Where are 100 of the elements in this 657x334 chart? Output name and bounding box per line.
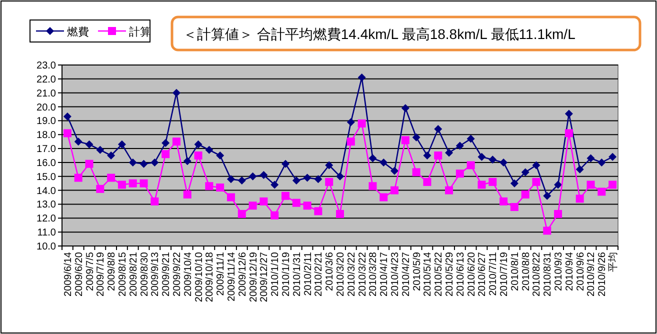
point	[270, 180, 279, 189]
point	[314, 207, 322, 216]
x-tick-label: 平均	[607, 252, 620, 272]
chart-title: ＜計算値＞ 合計平均燃費14.4km/L 最高18.8km/L 最低11.1km/L	[183, 26, 576, 42]
x-tick-label: 2009/8/8	[106, 252, 118, 291]
point	[205, 146, 214, 154]
x-tick-label: 2009/9/13	[150, 252, 162, 296]
point	[576, 165, 584, 174]
point	[140, 160, 148, 168]
y-tick-label: 16.0	[36, 158, 56, 169]
point	[576, 194, 584, 203]
point	[608, 180, 617, 189]
point	[226, 175, 235, 184]
point	[96, 184, 104, 193]
point	[401, 136, 410, 144]
point	[412, 133, 420, 142]
point	[554, 180, 562, 189]
point	[172, 88, 180, 97]
point	[554, 210, 562, 218]
legend-label: 燃費	[67, 26, 89, 38]
point	[456, 170, 464, 178]
x-tick-label: 2010/3/22	[357, 252, 368, 296]
x-tick-label: 2010/1/31	[292, 252, 303, 296]
legend-label: 計算	[129, 26, 151, 38]
point	[118, 180, 126, 189]
x-tick-label: 2009/6/20	[74, 252, 85, 296]
point	[358, 119, 366, 128]
x-tick-label: 2009/10/18	[204, 252, 216, 302]
x-tick-label: 2010/3/28	[368, 252, 380, 296]
x-tick-label: 2010/2/11	[302, 252, 314, 296]
point	[270, 211, 279, 220]
x-tick-label: 2009/12/19	[248, 252, 260, 302]
point	[346, 138, 355, 146]
point	[85, 140, 94, 148]
point	[510, 203, 518, 212]
x-tick-label: 2010/9/12	[586, 252, 598, 296]
x-tick-label: 2009/9/22	[172, 252, 183, 296]
x-tick-label: 2009/6/14	[62, 252, 74, 296]
x-tick-label: 2010/7/11	[488, 252, 500, 296]
x-tick-label: 2009/8/21	[128, 252, 140, 296]
point	[303, 202, 312, 210]
point	[281, 160, 290, 168]
x-tick-label: 2009/10/4	[182, 252, 194, 296]
point	[140, 179, 148, 188]
point	[172, 138, 180, 146]
x-tick-label: 2010/4/17	[379, 252, 390, 296]
x-tick-label: 2010/8/22	[532, 252, 543, 296]
point	[478, 152, 486, 161]
point	[598, 158, 606, 166]
point	[336, 172, 344, 180]
y-tick-label: 14.0	[36, 186, 56, 197]
x-tick-label: 2009/8/15	[117, 252, 128, 296]
point	[183, 190, 192, 198]
point	[85, 160, 94, 168]
x-tick-label: 2010/8/1	[510, 252, 521, 291]
x-tick-label: 2010/6/13	[455, 252, 466, 296]
point	[303, 174, 312, 182]
x-tick-label: 2010/8/31	[542, 252, 554, 296]
point	[564, 129, 573, 138]
point	[260, 197, 268, 206]
y-tick-label: 10.0	[36, 242, 56, 252]
x-tick-label: 2010/9/26	[597, 252, 608, 296]
x-tick-label: 2010/9/4	[564, 252, 576, 291]
x-tick-label: 2010/5/9	[412, 252, 423, 291]
point	[216, 152, 224, 160]
point	[521, 168, 530, 176]
x-tick-label: 2009/10/10	[194, 252, 205, 302]
point	[346, 118, 355, 126]
x-tick-label: 2010/2/21	[314, 252, 325, 296]
point	[216, 184, 224, 192]
x-tick-label: 2010/6/27	[477, 252, 488, 296]
point	[63, 129, 72, 138]
point	[336, 210, 344, 218]
point	[107, 152, 116, 160]
point	[412, 168, 420, 176]
x-tick-label: 2010/5/14	[422, 252, 434, 296]
point	[150, 197, 159, 206]
y-tick-label: 15.0	[36, 172, 56, 183]
point	[466, 161, 475, 170]
point	[260, 170, 268, 179]
x-tick-label: 2010/4/23	[390, 252, 402, 296]
x-tick-label: 2010/7/19	[499, 252, 510, 296]
x-tick-label: 2009/11/1	[216, 252, 227, 296]
point	[532, 161, 540, 170]
point	[488, 156, 497, 164]
x-tick-label: 2009/9/21	[161, 252, 172, 296]
x-tick-label: 2009/12/6	[237, 252, 248, 296]
point	[500, 197, 508, 206]
x-tick-label: 2010/8/8	[520, 252, 532, 291]
point	[238, 176, 246, 185]
y-tick-label: 13.0	[36, 200, 56, 211]
y-tick-label: 21.0	[36, 88, 56, 100]
x-tick-label: 2010/9/3	[554, 252, 565, 291]
point	[205, 182, 214, 190]
point	[194, 140, 202, 148]
point	[368, 182, 377, 190]
point	[445, 186, 454, 194]
point	[226, 193, 235, 202]
y-tick-label: 22.0	[36, 74, 56, 86]
point	[543, 192, 552, 200]
